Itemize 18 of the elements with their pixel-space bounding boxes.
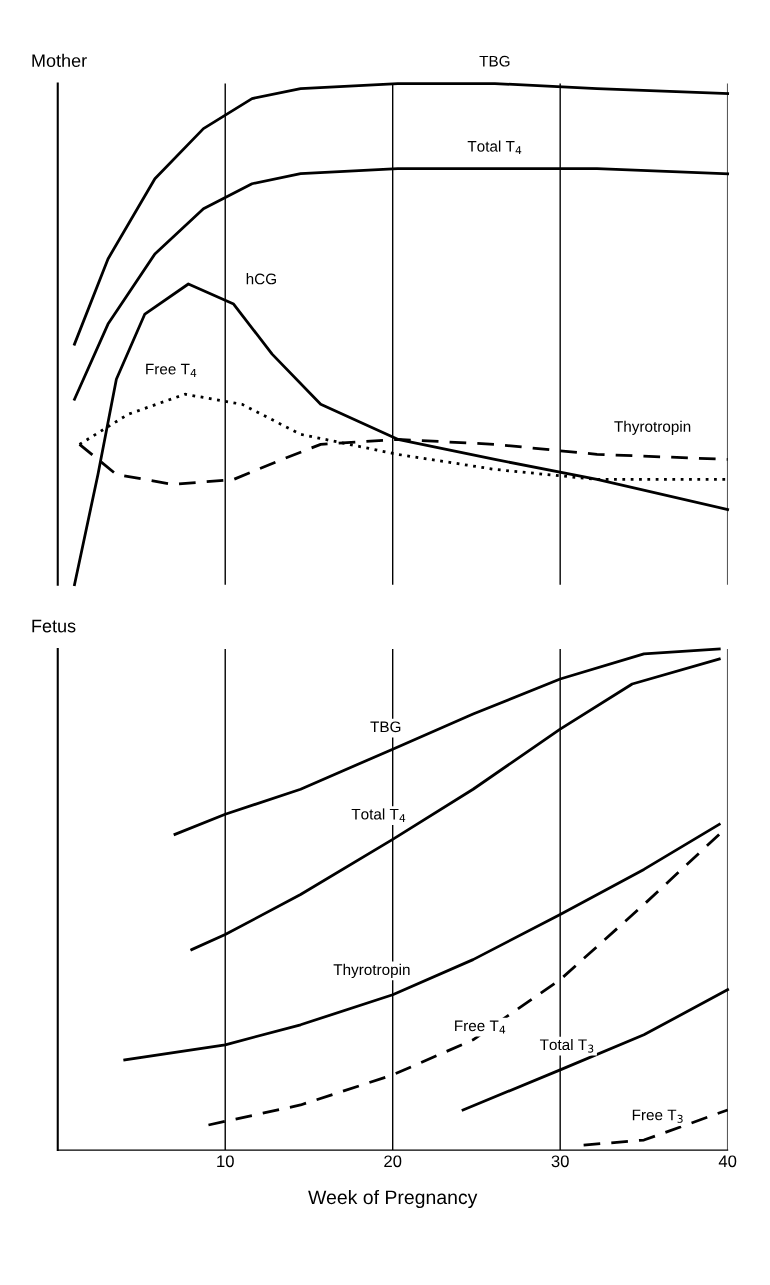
chart-title: Mother: [32, 53, 87, 68]
series-label: TBG: [479, 55, 510, 67]
x-tick-label: 10: [217, 1155, 234, 1168]
series-label: Free T$_{4}$: [146, 363, 197, 377]
series-label: hCG: [246, 273, 276, 285]
series-label: Thyrotropin: [614, 420, 691, 435]
series-label: Free T$_{4}$: [455, 1020, 506, 1034]
series-label: Total T$_{4}$: [467, 140, 522, 155]
series-label: Free T$_{3}$: [632, 1109, 683, 1123]
series-label: Total T$_{4}$: [351, 808, 406, 822]
series-label: Thyrotropin: [333, 963, 410, 979]
x-tick-label: 20: [384, 1155, 402, 1168]
chart-title: Fetus: [32, 619, 76, 633]
x-tick-label: 30: [551, 1155, 569, 1168]
x-axis-title: Week of Pregnancy: [308, 1189, 478, 1209]
x-tick-label: 40: [718, 1155, 737, 1168]
series-label: TBG: [370, 721, 401, 733]
series-label: Total T$_{3}$: [539, 1038, 594, 1053]
